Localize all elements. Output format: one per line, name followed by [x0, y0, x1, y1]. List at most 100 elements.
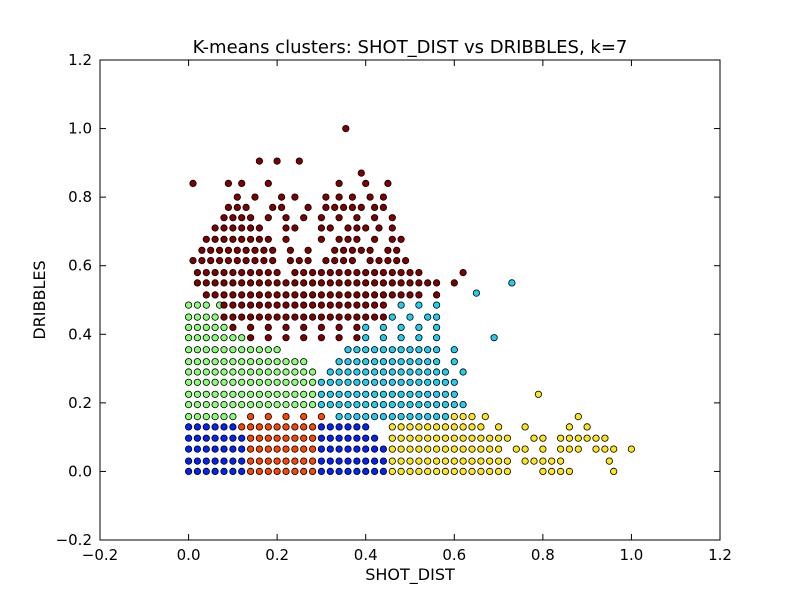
data-point — [335, 334, 343, 342]
data-point — [406, 412, 414, 421]
data-point — [468, 423, 476, 431]
data-point — [322, 203, 330, 211]
data-point — [282, 235, 290, 243]
data-point — [304, 203, 312, 211]
data-point — [331, 246, 339, 254]
data-point — [220, 423, 228, 431]
data-point — [432, 358, 441, 366]
data-point — [388, 378, 396, 386]
data-point — [273, 400, 281, 409]
data-point — [441, 400, 449, 409]
data-point — [335, 179, 343, 187]
data-point — [388, 467, 396, 475]
data-point — [273, 390, 281, 398]
data-point — [300, 467, 308, 475]
data-point — [211, 334, 219, 342]
data-point — [264, 268, 272, 277]
data-point — [238, 179, 246, 187]
data-point — [220, 235, 228, 243]
data-point — [503, 457, 511, 465]
data-point — [344, 291, 352, 299]
data-point — [326, 390, 334, 398]
data-point — [353, 467, 361, 475]
data-point — [326, 368, 334, 376]
data-point — [353, 323, 361, 331]
data-point — [432, 346, 441, 354]
data-point — [344, 313, 352, 321]
data-point — [335, 268, 343, 277]
data-point — [229, 423, 237, 431]
data-point — [185, 423, 193, 431]
data-point — [220, 368, 228, 376]
data-point — [326, 224, 334, 232]
data-point — [185, 412, 193, 421]
data-point — [348, 193, 356, 201]
data-point — [432, 368, 441, 376]
data-point — [370, 346, 379, 354]
data-point — [193, 346, 201, 354]
data-point — [308, 368, 317, 376]
data-point — [211, 313, 219, 321]
data-point — [335, 368, 343, 376]
data-point — [264, 445, 272, 453]
data-point — [229, 279, 237, 287]
data-point — [370, 358, 379, 366]
data-point — [273, 434, 281, 442]
data-point — [362, 467, 370, 475]
data-point — [441, 434, 449, 442]
data-point — [353, 235, 361, 243]
data-point — [335, 467, 343, 475]
data-point — [379, 445, 387, 453]
data-point — [494, 423, 503, 431]
data-point — [220, 279, 228, 287]
data-point — [450, 445, 458, 453]
data-point — [229, 467, 237, 475]
data-point — [362, 445, 370, 453]
data-point — [370, 214, 379, 222]
data-point — [344, 457, 352, 465]
data-point — [494, 467, 503, 475]
data-point — [388, 224, 396, 232]
cluster-series — [189, 125, 467, 342]
data-point — [264, 313, 272, 321]
data-point — [247, 313, 255, 321]
data-point — [424, 423, 432, 431]
data-point — [282, 358, 290, 366]
data-point — [264, 457, 272, 465]
x-tick-label: 0.6 — [442, 546, 466, 564]
data-point — [233, 256, 241, 265]
data-point — [477, 434, 485, 442]
data-point — [317, 467, 325, 475]
data-point — [379, 400, 387, 409]
data-point — [220, 313, 228, 321]
y-tick-label: 1.0 — [68, 120, 92, 138]
data-point — [415, 291, 423, 299]
data-point — [229, 412, 237, 421]
data-point — [211, 445, 219, 453]
data-point — [432, 434, 441, 442]
data-point — [331, 256, 339, 265]
data-point — [260, 256, 268, 265]
data-point — [300, 378, 308, 386]
data-point — [193, 457, 201, 465]
data-point — [397, 346, 405, 354]
x-tick-label: 1.0 — [619, 546, 643, 564]
data-point — [202, 434, 210, 442]
data-point — [185, 434, 193, 442]
data-point — [193, 323, 201, 331]
data-point — [353, 412, 361, 421]
data-point — [406, 313, 414, 321]
data-point — [468, 412, 476, 421]
data-point — [353, 457, 361, 465]
data-point — [229, 358, 237, 366]
data-point — [326, 445, 334, 453]
data-point — [362, 400, 370, 409]
data-point — [450, 412, 458, 421]
data-point — [291, 268, 299, 277]
data-point — [397, 423, 405, 431]
data-point — [362, 457, 370, 465]
data-point — [202, 445, 210, 453]
data-point — [300, 445, 308, 453]
data-point — [424, 467, 432, 475]
data-point — [202, 313, 210, 321]
